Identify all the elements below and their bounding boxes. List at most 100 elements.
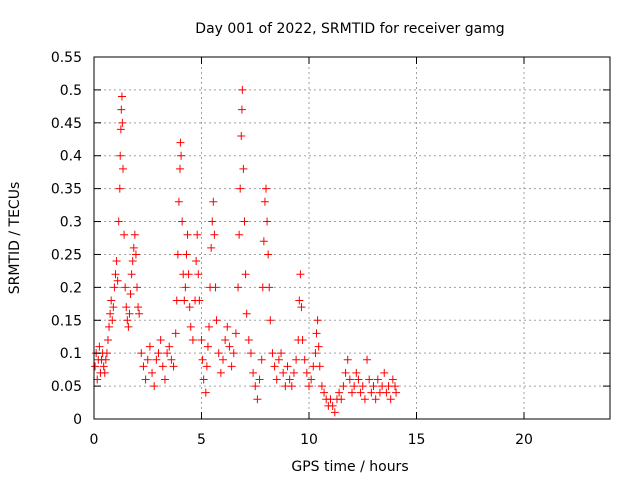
data-point bbox=[202, 362, 211, 371]
data-point bbox=[365, 375, 374, 384]
data-point bbox=[186, 322, 195, 331]
data-point bbox=[109, 303, 118, 312]
y-tick-label: 0.55 bbox=[51, 50, 82, 66]
y-tick-label: 0.5 bbox=[60, 83, 82, 99]
data-point bbox=[221, 336, 230, 345]
data-point bbox=[312, 329, 321, 338]
data-point bbox=[214, 349, 223, 358]
data-point bbox=[102, 349, 111, 358]
data-point bbox=[172, 296, 181, 305]
data-point bbox=[101, 355, 110, 364]
data-point bbox=[211, 283, 220, 292]
data-point bbox=[242, 309, 251, 318]
x-tick-label: 0 bbox=[90, 432, 99, 448]
data-point bbox=[120, 230, 129, 239]
data-point bbox=[298, 336, 307, 345]
data-point bbox=[171, 329, 180, 338]
grid bbox=[94, 57, 610, 419]
y-tick-label: 0.1 bbox=[60, 346, 82, 362]
data-point bbox=[265, 283, 274, 292]
data-point bbox=[255, 375, 264, 384]
data-point bbox=[210, 230, 219, 239]
data-point bbox=[143, 355, 152, 364]
data-point bbox=[148, 368, 157, 377]
data-point bbox=[238, 85, 247, 94]
data-point bbox=[279, 368, 288, 377]
data-point bbox=[118, 118, 127, 127]
data-point bbox=[262, 184, 270, 193]
data-point bbox=[341, 368, 350, 377]
data-point bbox=[203, 342, 212, 351]
data-point bbox=[176, 138, 185, 147]
plot-frame bbox=[93, 56, 611, 420]
data-point bbox=[367, 388, 376, 397]
data-point bbox=[330, 408, 339, 417]
data-point bbox=[137, 349, 146, 358]
data-point bbox=[173, 250, 182, 259]
data-point bbox=[199, 375, 208, 384]
data-point bbox=[358, 382, 367, 391]
data-point bbox=[99, 362, 108, 371]
data-point bbox=[317, 382, 326, 391]
data-point bbox=[388, 375, 397, 384]
data-point bbox=[176, 164, 184, 173]
y-tick-label: 0.05 bbox=[51, 379, 82, 395]
data-point bbox=[315, 362, 324, 371]
data-point bbox=[268, 349, 277, 358]
data-point bbox=[300, 355, 309, 364]
data-point bbox=[285, 375, 294, 384]
data-point bbox=[180, 296, 189, 305]
data-point bbox=[145, 342, 154, 351]
data-point bbox=[167, 355, 176, 364]
data-point bbox=[292, 355, 301, 364]
data-point bbox=[392, 388, 401, 397]
data-point bbox=[131, 250, 140, 259]
data-point bbox=[314, 342, 323, 351]
data-point bbox=[240, 217, 249, 226]
data-point bbox=[297, 303, 306, 312]
data-point bbox=[354, 375, 363, 384]
data-point bbox=[356, 388, 365, 397]
data-point bbox=[205, 322, 214, 331]
data-point bbox=[154, 349, 163, 358]
data-point bbox=[369, 382, 378, 391]
y-tick-label: 0.45 bbox=[51, 116, 82, 132]
data-point bbox=[311, 349, 320, 358]
data-point bbox=[115, 184, 124, 193]
data-point bbox=[209, 197, 218, 206]
data-point bbox=[119, 164, 128, 173]
data-point bbox=[201, 388, 210, 397]
tick-labels: 0 0.05 0.1 0.15 0.2 0.25 0.3 0.35 0.4 0.45 0.5 0.55… bbox=[51, 50, 533, 448]
data-point bbox=[207, 243, 216, 252]
y-tick-label: 0.25 bbox=[51, 247, 82, 263]
data-point bbox=[235, 230, 244, 239]
data-point bbox=[289, 368, 298, 377]
data-point bbox=[178, 217, 187, 226]
data-point bbox=[139, 362, 148, 371]
data-point bbox=[135, 309, 144, 318]
data-point bbox=[150, 382, 159, 391]
data-point bbox=[307, 375, 316, 384]
data-point bbox=[117, 92, 126, 101]
data-point bbox=[117, 105, 126, 114]
data-point bbox=[328, 401, 337, 410]
data-points bbox=[91, 85, 401, 417]
data-point bbox=[105, 322, 114, 331]
data-point bbox=[156, 336, 165, 345]
data-point bbox=[126, 289, 135, 298]
y-tick-label: 0.2 bbox=[60, 280, 82, 296]
data-point bbox=[339, 382, 348, 391]
data-point bbox=[229, 349, 238, 358]
data-point bbox=[130, 230, 139, 239]
x-tick-label: 10 bbox=[300, 432, 318, 448]
data-point bbox=[193, 230, 202, 239]
data-point bbox=[212, 316, 221, 325]
data-point bbox=[343, 355, 352, 364]
data-point bbox=[244, 336, 253, 345]
data-point bbox=[113, 276, 122, 285]
y-axis-label: SRMTID / TECUs bbox=[7, 182, 23, 295]
data-point bbox=[103, 336, 112, 345]
data-point bbox=[183, 230, 192, 239]
data-point bbox=[305, 382, 313, 391]
